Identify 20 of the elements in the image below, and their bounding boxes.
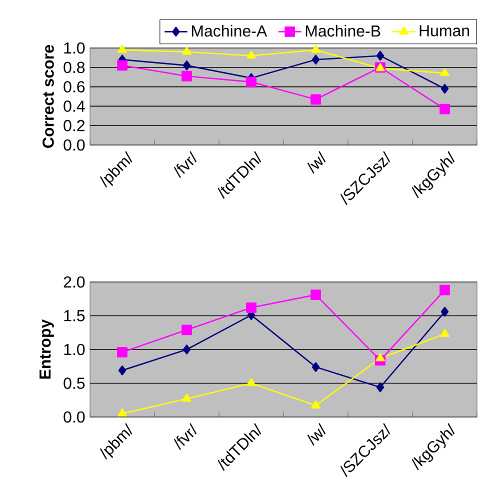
y-tick-label: 0.0 xyxy=(64,411,85,423)
y-tick-label: 0.8 xyxy=(64,62,85,74)
y-tick-label: 0.5 xyxy=(64,378,85,389)
x-tick-label: /fvr/ xyxy=(174,151,197,178)
y-axis-title: Entropy xyxy=(40,319,54,379)
y-tick-label: 0.2 xyxy=(64,120,84,132)
legend-label: Human xyxy=(420,25,470,36)
y-tick-label: 0.0 xyxy=(64,139,85,151)
y-tick-label: 0.6 xyxy=(64,81,85,92)
y-tick-label: 1.5 xyxy=(64,310,85,322)
y-tick-label: 0.4 xyxy=(64,100,85,112)
y-tick-label: 1.0 xyxy=(64,42,85,54)
legend-label: Machine-B xyxy=(306,24,380,37)
y-tick-label: 1.0 xyxy=(64,344,85,356)
y-tick-label: 2.0 xyxy=(64,276,85,288)
x-tick-label: /fvr/ xyxy=(174,423,197,450)
x-tick-label: /w/ xyxy=(307,423,326,446)
legend-label: Machine-A xyxy=(192,24,268,37)
x-tick-label: /w/ xyxy=(307,151,326,174)
y-axis-title: Correct score xyxy=(42,45,54,148)
